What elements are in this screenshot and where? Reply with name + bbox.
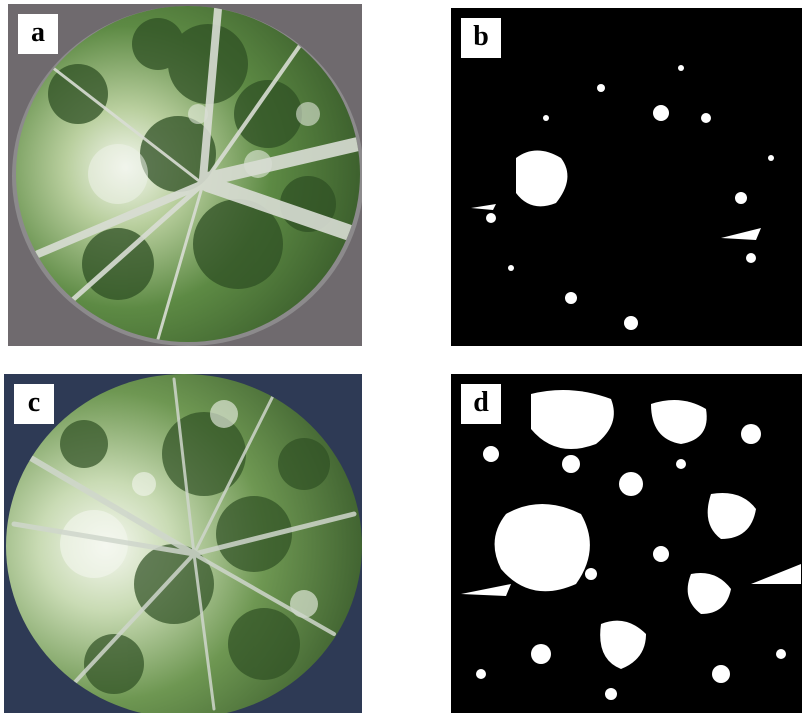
canopy-texture-c [11,377,357,711]
panel-b-binary-image: b [451,8,802,346]
panel-label-d: d [461,384,501,424]
panel-a-hemispherical-photo: a [8,4,362,346]
panel-label-c: c [14,384,54,424]
panel-c-hemispherical-photo: c [4,374,362,713]
sky-gaps-b [471,65,774,330]
binary-image-d [451,374,802,713]
canopy-photo-c [6,374,362,713]
panel-label-a: a [18,14,58,54]
sky-gaps-d [461,390,801,700]
panel-d-binary-image: d [451,374,802,713]
canopy-texture-a [34,6,360,341]
canopy-photo-a [12,6,362,346]
panel-label-b: b [461,18,501,58]
binary-image-b [451,8,802,346]
